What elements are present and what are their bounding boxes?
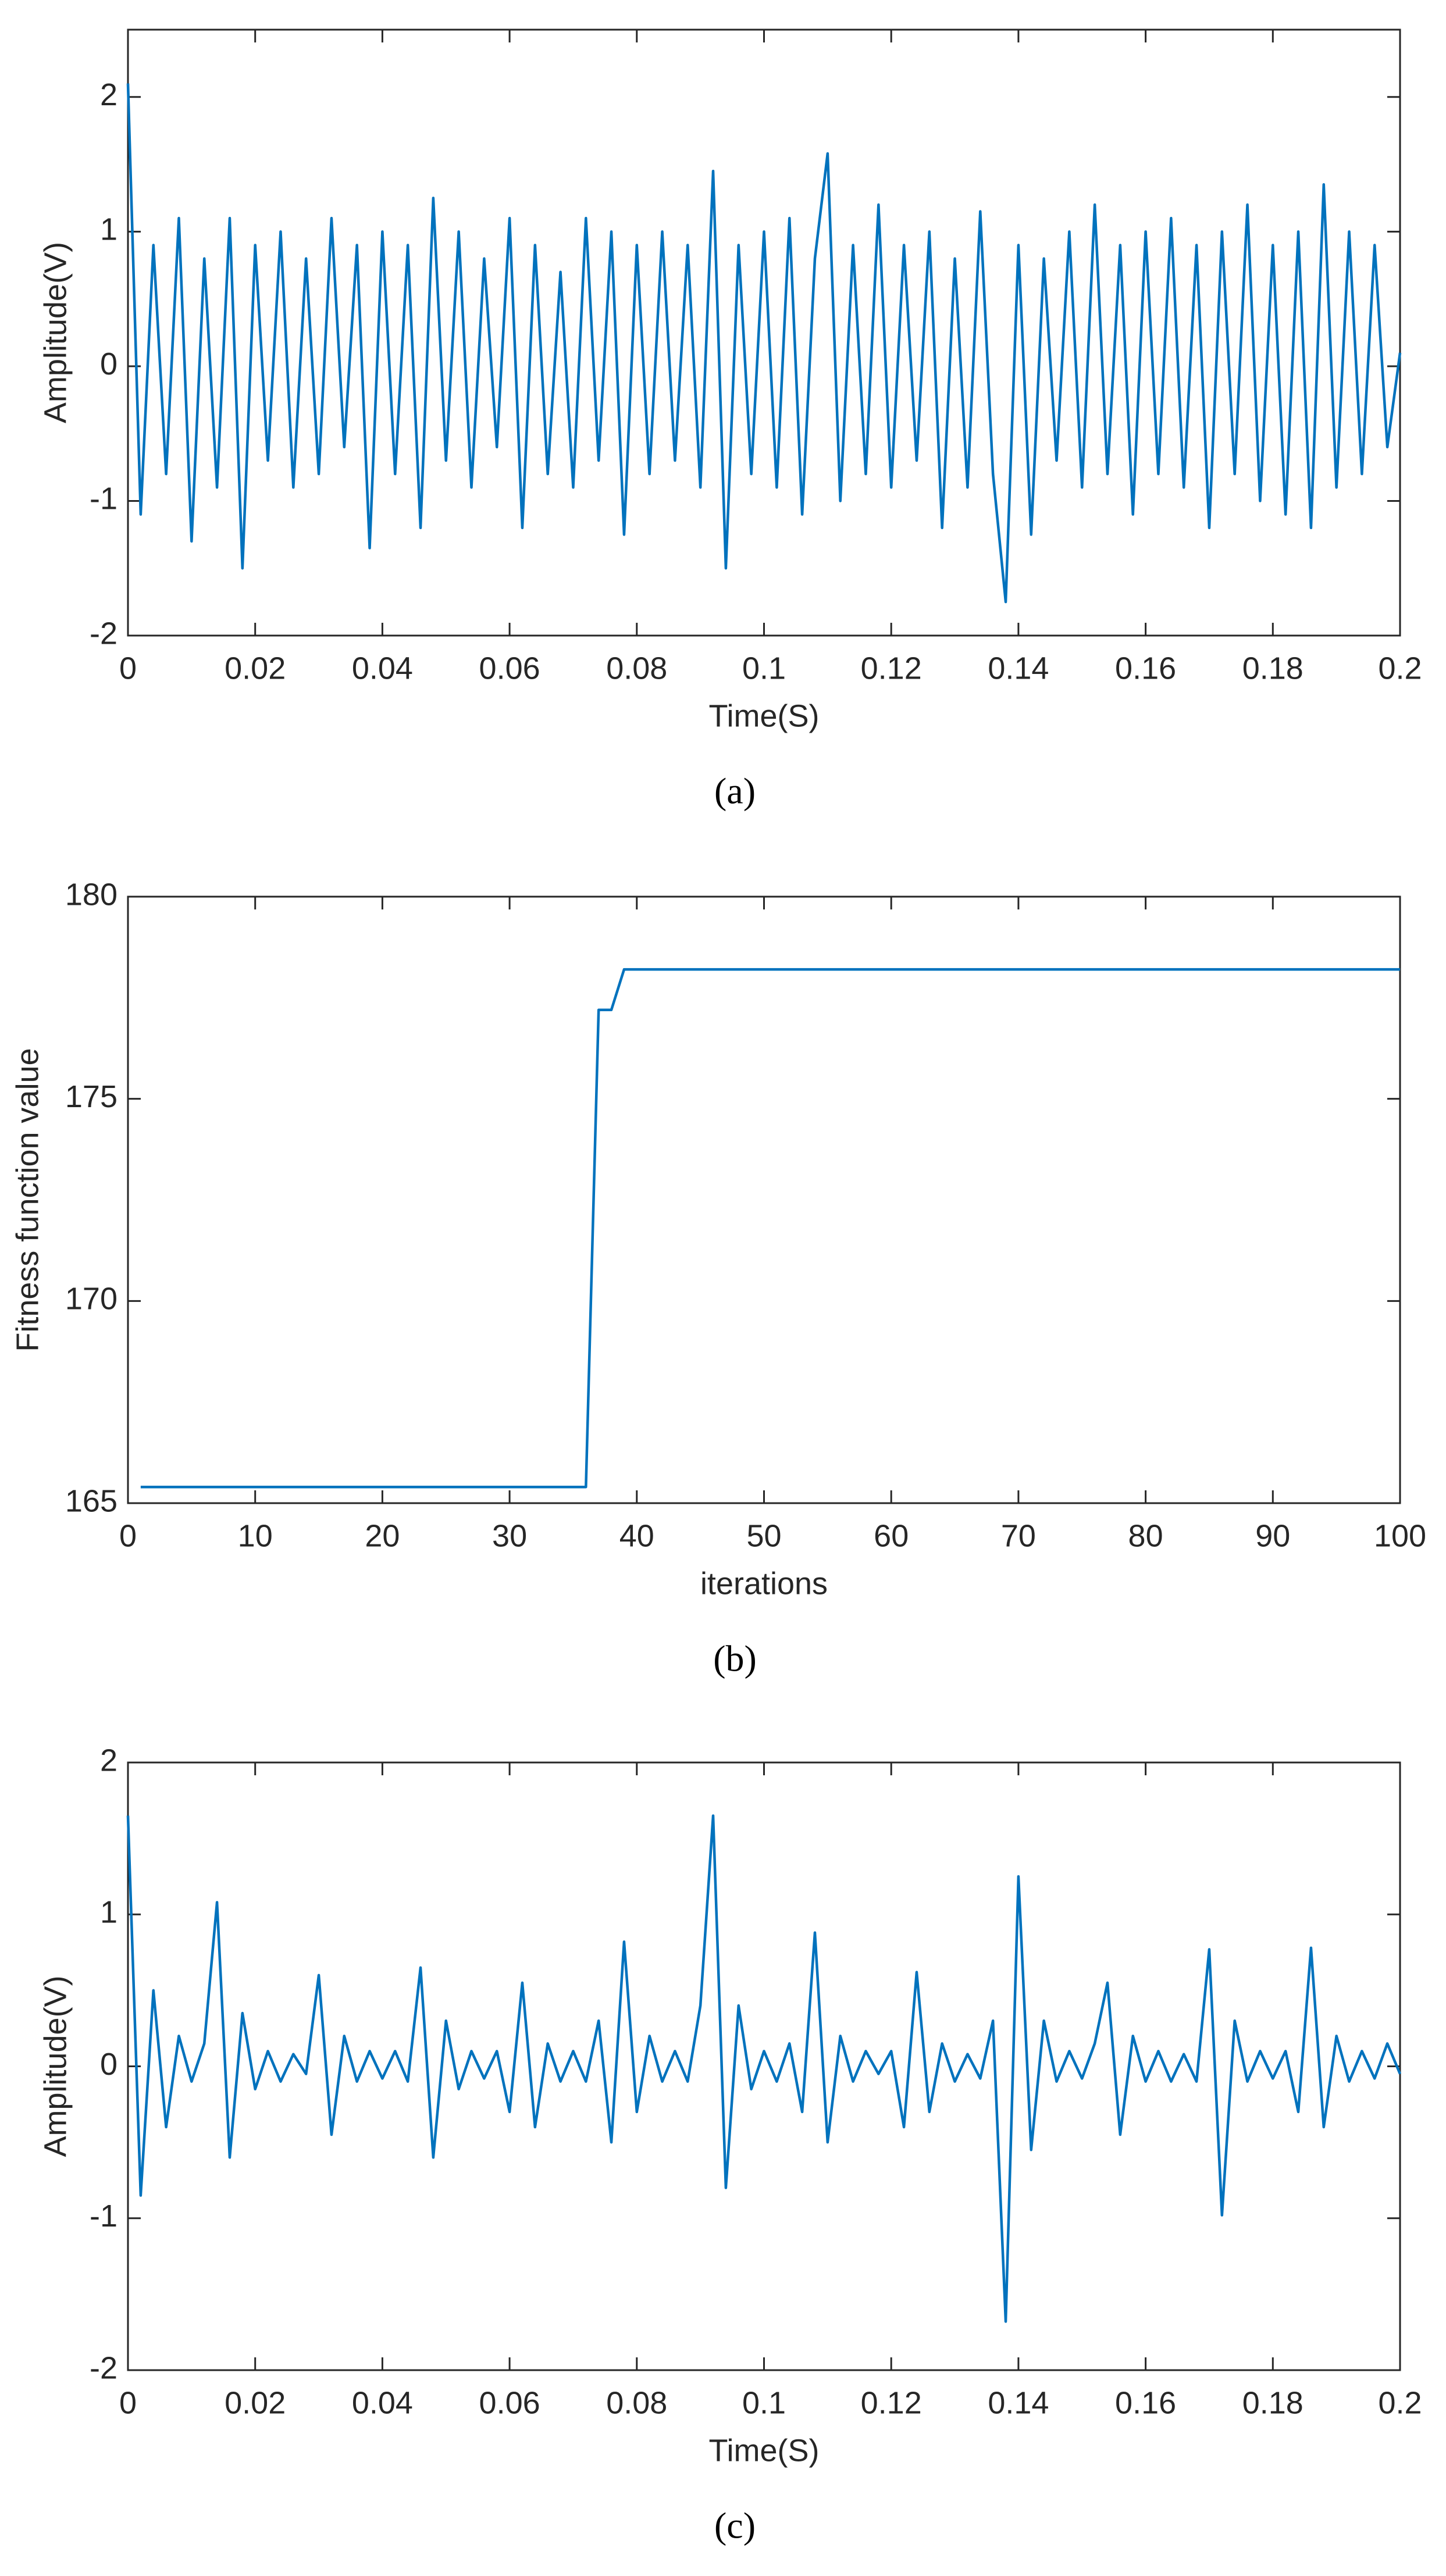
chart-panel: 0 0.02 0.04 0.06 0.08 0.1 0.12 0.14 0.16 0.18 0.2 -… <box>38 1743 1422 2546</box>
y-tick-label: 0 <box>100 347 117 381</box>
caption: (c) <box>714 2505 756 2546</box>
x-axis-label: Time(S) <box>709 2433 820 2468</box>
x-tick-label: 30 <box>492 1518 527 1553</box>
y-tick-label: 1 <box>100 212 117 247</box>
y-tick-label: 2 <box>100 1743 117 1778</box>
data-line <box>140 968 1400 1489</box>
y-tick-label: 2 <box>100 77 117 112</box>
y-tick-label: -1 <box>90 481 117 516</box>
x-tick-label: 70 <box>1001 1518 1036 1553</box>
x-tick-label: 0.1 <box>742 651 786 686</box>
x-tick-label: 0.2 <box>1378 2385 1422 2420</box>
x-tick-label: 90 <box>1255 1518 1290 1553</box>
x-tick-label: 0 <box>119 651 137 686</box>
y-tick-label: 180 <box>65 877 117 912</box>
y-tick-label: 1 <box>100 1895 117 1930</box>
y-tick-label: -2 <box>90 2350 117 2385</box>
x-tick-label: 0 <box>119 1518 137 1553</box>
x-tick-label: 0.14 <box>988 2385 1049 2420</box>
x-tick-label: 0.1 <box>742 2385 786 2420</box>
x-tick-label: 0.06 <box>479 651 540 686</box>
x-tick-label: 10 <box>238 1518 273 1553</box>
x-tick-label: 0.04 <box>352 651 413 686</box>
y-axis-label: Amplitude(V) <box>38 1975 73 2157</box>
plot-box <box>127 895 1401 1504</box>
x-tick-label: 0.16 <box>1115 651 1176 686</box>
x-tick-label: 0.18 <box>1242 2385 1303 2420</box>
y-tick-label: 165 <box>65 1483 117 1518</box>
y-tick-label: 170 <box>65 1282 117 1316</box>
plot-box <box>127 1761 1401 2371</box>
x-axis-label: Time(S) <box>709 698 820 733</box>
y-tick-label: 0 <box>100 2047 117 2082</box>
x-tick-label: 100 <box>1374 1518 1426 1553</box>
y-tick-label: -1 <box>90 2199 117 2234</box>
y-axis-label: Amplitude(V) <box>38 242 73 423</box>
x-tick-label: 0.08 <box>606 2385 667 2420</box>
caption: (a) <box>714 770 756 812</box>
x-tick-label: 0.02 <box>225 2385 286 2420</box>
caption: (b) <box>713 1638 757 1679</box>
y-tick-label: 175 <box>65 1079 117 1114</box>
x-tick-label: 0.02 <box>225 651 286 686</box>
x-tick-label: 0.14 <box>988 651 1049 686</box>
y-axis-label: Fitness function value <box>10 1048 45 1351</box>
x-tick-label: 0 <box>119 2385 137 2420</box>
x-tick-label: 80 <box>1128 1518 1163 1553</box>
x-tick-label: 0.18 <box>1242 651 1303 686</box>
data-line <box>126 1814 1402 2323</box>
x-tick-label: 0.08 <box>606 651 667 686</box>
x-axis-label: iterations <box>700 1566 828 1601</box>
y-tick-label: -2 <box>90 616 117 651</box>
x-tick-label: 0.2 <box>1378 651 1422 686</box>
x-tick-label: 20 <box>365 1518 400 1553</box>
data-line <box>126 83 1402 604</box>
chart-panel: 0 10 20 30 40 50 60 70 80 90 100 165 170 175 180 iterat… <box>10 877 1426 1679</box>
x-tick-label: 0.16 <box>1115 2385 1176 2420</box>
x-tick-label: 0.04 <box>352 2385 413 2420</box>
chart-panel: 0 0.02 0.04 0.06 0.08 0.1 0.12 0.14 0.16 0.18 0.2 -… <box>38 28 1422 812</box>
x-tick-label: 40 <box>619 1518 654 1553</box>
x-tick-label: 60 <box>874 1518 909 1553</box>
x-tick-label: 0.06 <box>479 2385 540 2420</box>
plot-box <box>127 28 1401 637</box>
x-tick-label: 0.12 <box>861 651 922 686</box>
x-tick-label: 0.12 <box>861 2385 922 2420</box>
x-tick-label: 50 <box>746 1518 781 1553</box>
